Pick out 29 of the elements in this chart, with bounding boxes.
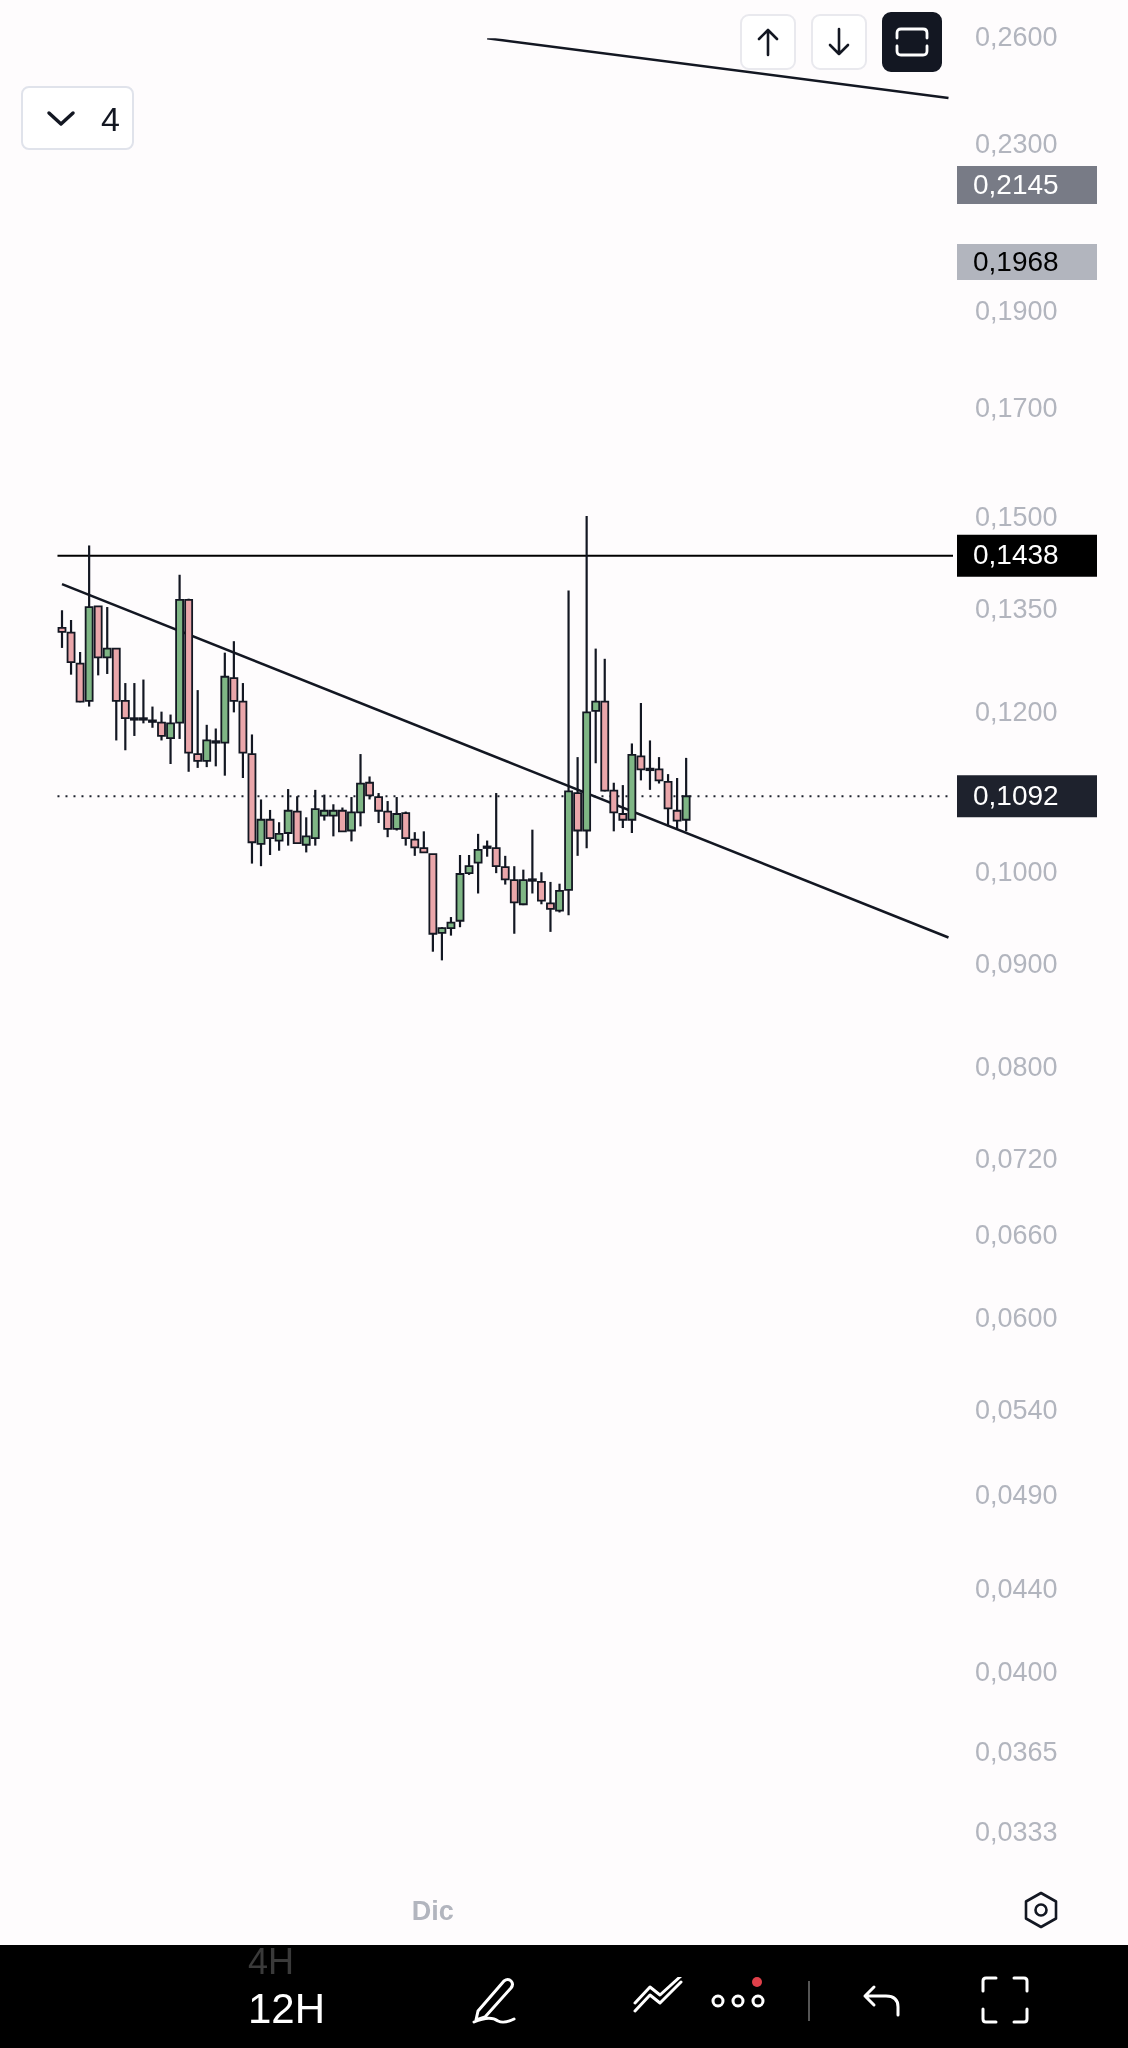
y-tick-label: 0,0440 — [975, 1573, 1058, 1604]
y-tick-label: 0,2600 — [975, 21, 1058, 52]
ref-line-label: 0,1092 — [973, 779, 1059, 811]
y-tick-label: 0,0400 — [975, 1657, 1058, 1688]
text: 12H — [248, 1985, 326, 2033]
y-tick-label: 0,1500 — [975, 502, 1058, 533]
y-tick-label: 0,0720 — [975, 1143, 1058, 1174]
y-tick-label: 0,1900 — [975, 295, 1058, 326]
y-tick-label: 0,0490 — [975, 1479, 1058, 1510]
y-tick-label: 0,0540 — [975, 1395, 1058, 1426]
y-tick-label: 0,1350 — [975, 594, 1058, 625]
annotation: 4 — [101, 100, 120, 139]
y-tick-label: 0,1000 — [975, 856, 1058, 887]
text: 0,1968 — [957, 244, 1097, 280]
text: 0,2145 — [957, 166, 1097, 204]
y-tick-label: 0,1700 — [975, 392, 1058, 423]
y-tick-label: 0,0365 — [975, 1737, 1058, 1768]
y-tick-label: 0,0900 — [975, 948, 1058, 979]
y-tick-label: 0,0333 — [975, 1817, 1058, 1848]
y-tick-label: 0,2300 — [975, 128, 1058, 159]
dropdown: 4 — [21, 86, 134, 150]
x-tick-label: Dic — [411, 1895, 454, 1926]
y-tick-label: 0,0660 — [975, 1219, 1058, 1250]
y-tick-label: 0,0600 — [975, 1302, 1058, 1333]
y-tick-label: 0,1200 — [975, 697, 1058, 728]
y-tick-label: 0,0800 — [975, 1051, 1058, 1082]
candlestick — [473, 832, 483, 895]
ref-line-label: 0,1438 — [973, 539, 1059, 571]
text: 4H — [248, 1944, 295, 1983]
